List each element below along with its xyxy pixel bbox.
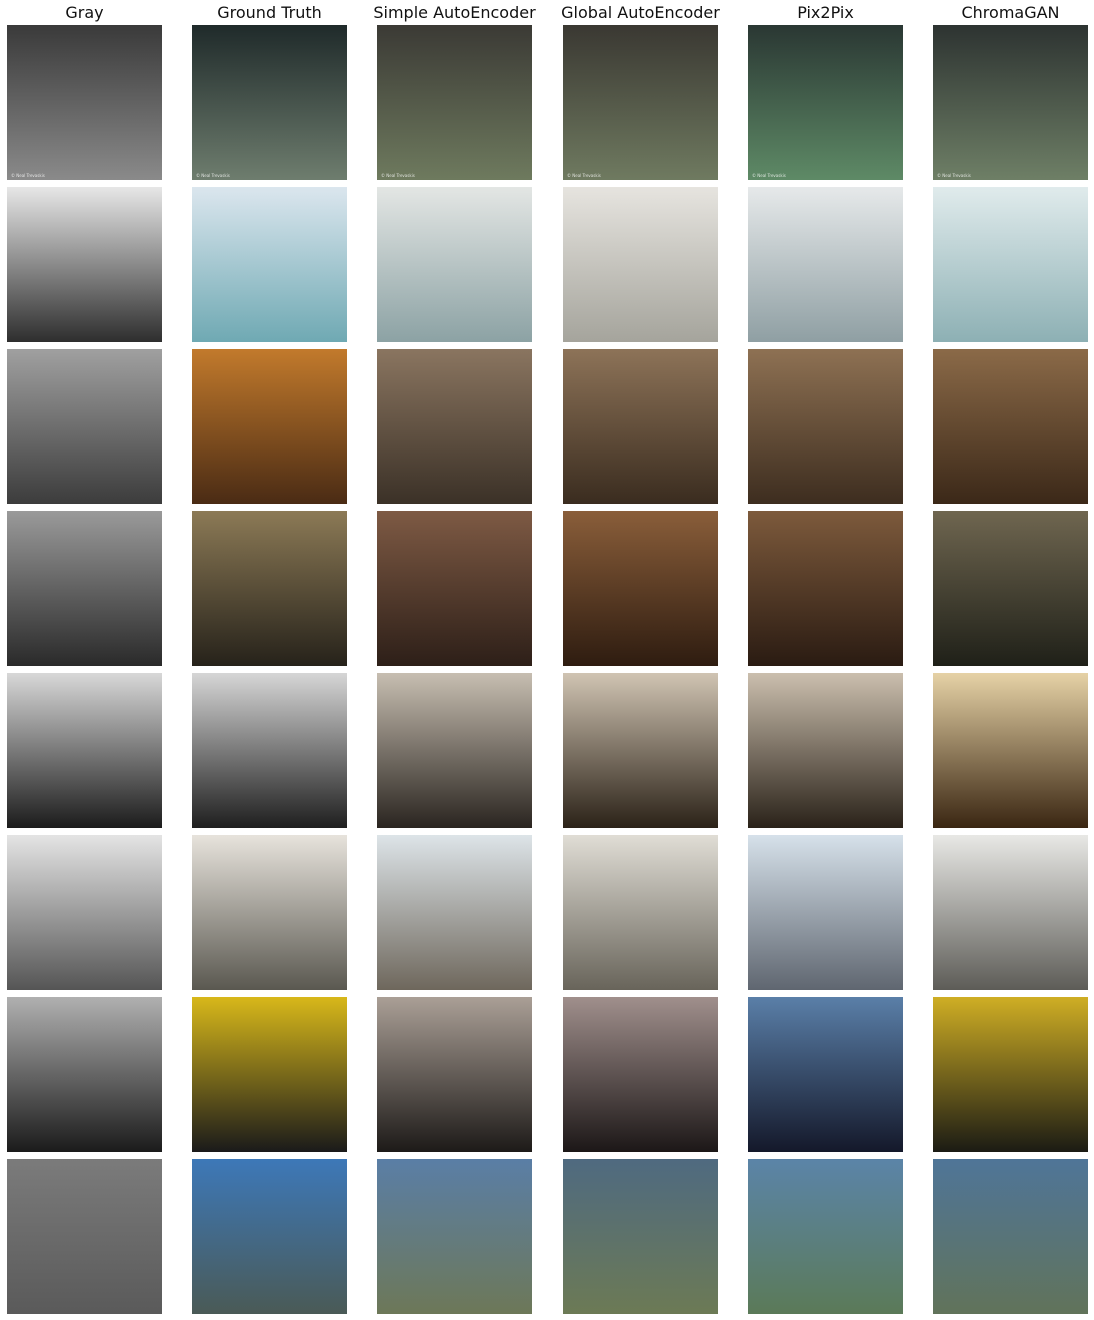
image-watermark: © Neal Trevaskis [11,173,45,178]
image-watermark: © Neal Trevaskis [567,173,601,178]
image-tennis-player-forehand-gae: © Neal Trevaskis [563,25,718,180]
image-wooden-loft-interior-gae [563,349,718,504]
image-wooden-loft-interior-gt [192,349,347,504]
image-wine-cellar-cava-p2p [748,511,903,666]
image-tennis-player-serve-sae [377,1159,532,1314]
image-council-chamber-gt [192,673,347,828]
image-wine-cellar-cava-cgan [933,511,1088,666]
column-header-gae: Global AutoEncoder [561,3,720,22]
image-council-chamber-gae [563,673,718,828]
image-hot-tub-landscape-gae [563,187,718,342]
column-header-gt: Ground Truth [217,3,322,22]
image-limousine-interior-sae [377,997,532,1152]
image-council-chamber-gray [7,673,162,828]
image-tennis-player-forehand-gt: © Neal Trevaskis [192,25,347,180]
image-wooden-loft-interior-gray [7,349,162,504]
image-building-corner-wall-gt [192,835,347,990]
image-limousine-interior-gt [192,997,347,1152]
image-tennis-player-serve-gae [563,1159,718,1314]
image-limousine-interior-gae [563,997,718,1152]
image-watermark: © Neal Trevaskis [752,173,786,178]
column-header-p2p: Pix2Pix [797,3,854,22]
image-building-corner-wall-gae [563,835,718,990]
image-tennis-player-serve-gt [192,1159,347,1314]
image-building-corner-wall-sae [377,835,532,990]
image-wooden-loft-interior-sae [377,349,532,504]
image-tennis-player-forehand-cgan: © Neal Trevaskis [933,25,1088,180]
image-tennis-player-serve-cgan [933,1159,1088,1314]
image-wooden-loft-interior-p2p [748,349,903,504]
image-limousine-interior-p2p [748,997,903,1152]
image-hot-tub-landscape-cgan [933,187,1088,342]
image-building-corner-wall-p2p [748,835,903,990]
image-wooden-loft-interior-cgan [933,349,1088,504]
image-wine-cellar-cava-gray [7,511,162,666]
image-limousine-interior-gray [7,997,162,1152]
image-hot-tub-landscape-gray [7,187,162,342]
image-tennis-player-serve-p2p [748,1159,903,1314]
image-council-chamber-p2p [748,673,903,828]
image-wine-cellar-cava-gae [563,511,718,666]
image-hot-tub-landscape-p2p [748,187,903,342]
image-wine-cellar-cava-sae [377,511,532,666]
image-tennis-player-forehand-p2p: © Neal Trevaskis [748,25,903,180]
image-building-corner-wall-gray [7,835,162,990]
image-watermark: © Neal Trevaskis [381,173,415,178]
image-watermark: © Neal Trevaskis [196,173,230,178]
column-header-gray: Gray [65,3,104,22]
image-tennis-player-serve-gray [7,1159,162,1314]
column-header-cgan: ChromaGAN [961,3,1060,22]
image-watermark: © Neal Trevaskis [937,173,971,178]
image-wine-cellar-cava-gt [192,511,347,666]
image-tennis-player-forehand-gray: © Neal Trevaskis [7,25,162,180]
image-tennis-player-forehand-sae: © Neal Trevaskis [377,25,532,180]
image-hot-tub-landscape-gt [192,187,347,342]
image-council-chamber-sae [377,673,532,828]
image-hot-tub-landscape-sae [377,187,532,342]
image-limousine-interior-cgan [933,997,1088,1152]
image-council-chamber-cgan [933,673,1088,828]
column-header-sae: Simple AutoEncoder [373,3,536,22]
image-building-corner-wall-cgan [933,835,1088,990]
